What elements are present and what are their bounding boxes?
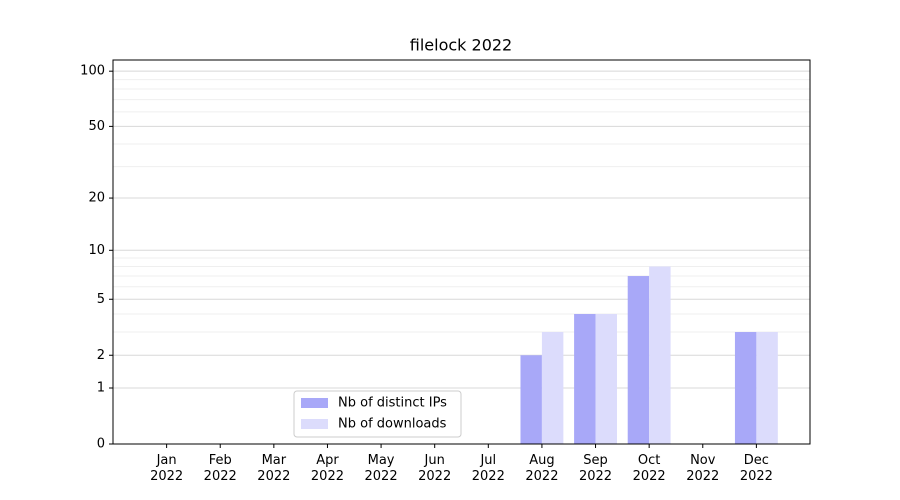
x-tick-label: Aug 2022: [525, 453, 559, 484]
chart-title: filelock 2022: [410, 36, 512, 55]
x-tick-label: Sep 2022: [578, 453, 613, 484]
y-tick-label: 0: [97, 437, 105, 452]
legend-swatch: [301, 398, 328, 408]
bar: [574, 313, 596, 444]
x-tick-label: Jan 2022: [150, 453, 184, 484]
y-tick-label: 1: [97, 381, 105, 396]
y-tick-label: 20: [88, 191, 105, 206]
x-tick-label: Nov 2022: [686, 453, 720, 484]
y-tick-label: 5: [97, 292, 105, 307]
y-tick-label: 2: [97, 348, 105, 363]
x-tick-label: Jun 2022: [418, 453, 452, 484]
bar: [756, 332, 778, 444]
x-tick-label: Mar 2022: [257, 453, 291, 484]
bar: [541, 332, 564, 444]
legend: Nb of distinct IPs Nb of downloads: [293, 390, 462, 438]
x-tick-label: Jul 2022: [471, 453, 505, 484]
bar: [520, 355, 542, 444]
bar: [734, 332, 757, 444]
plot-frame: [112, 59, 811, 445]
x-tick-label: Dec 2022: [739, 453, 773, 484]
x-tick-label: May 2022: [364, 453, 398, 484]
x-tick-label: Oct 2022: [632, 453, 666, 484]
y-tick-label: 100: [80, 64, 105, 79]
bar: [595, 313, 617, 444]
legend-swatch: [301, 419, 328, 429]
x-tick-label: Feb 2022: [203, 453, 237, 484]
y-tick-label: 50: [88, 119, 105, 134]
legend-frame: [293, 390, 462, 438]
x-tick-label: Apr 2022: [310, 453, 344, 484]
legend-label: Nb of distinct IPs: [338, 396, 447, 411]
bar: [627, 276, 650, 444]
legend-label: Nb of downloads: [338, 417, 447, 432]
bar: [649, 266, 671, 444]
y-tick-label: 10: [88, 243, 105, 258]
